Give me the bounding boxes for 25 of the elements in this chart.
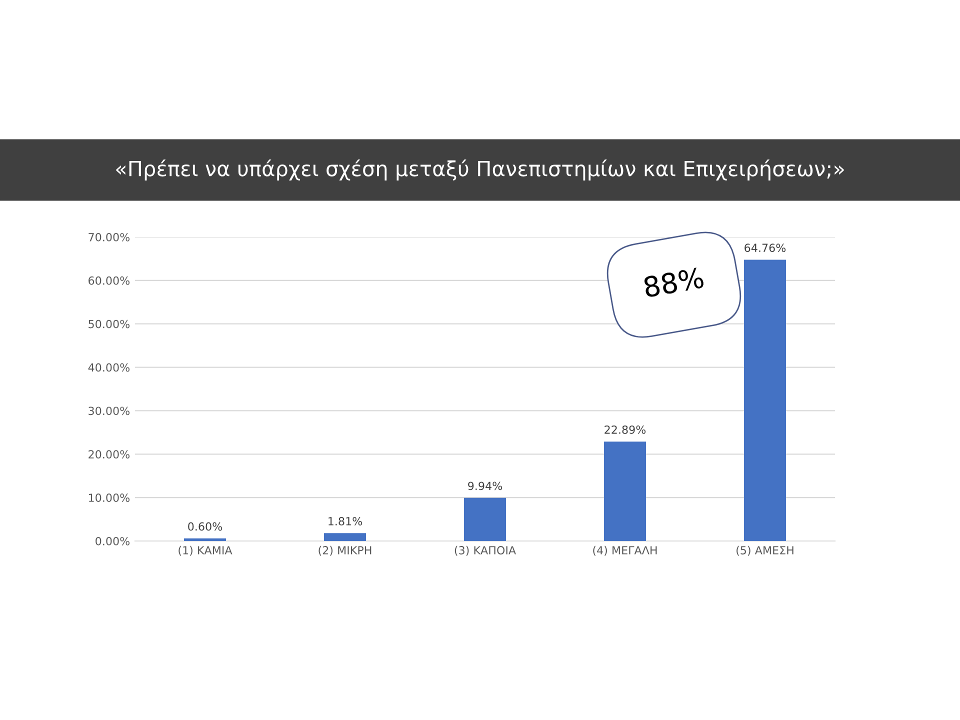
x-tick-label: (2) ΜΙΚΡΗ: [318, 546, 372, 556]
y-tick-label: 50.00%: [88, 320, 130, 328]
x-tick-label: (3) ΚΑΠΟΙΑ: [454, 546, 516, 556]
chart-title: «Πρέπει να υπάρχει σχέση μεταξύ Πανεπιστημίων και Επιχειρήσεων;»: [116, 159, 844, 181]
y-tick-label: 30.00%: [88, 406, 130, 416]
y-tick-label: 70.00%: [88, 232, 130, 242]
y-tick-label: 20.00%: [88, 450, 130, 459]
bar: [744, 260, 786, 541]
data-label: 22.89%: [604, 425, 646, 434]
y-tick-label: 0.00%: [96, 536, 130, 546]
annotation: 88%: [643, 266, 704, 298]
data-label: 0.60%: [188, 522, 222, 531]
bar: [324, 533, 366, 541]
data-label: 9.94%: [468, 482, 502, 490]
data-label: 1.81%: [328, 517, 362, 526]
y-tick-label: 40.00%: [88, 363, 130, 372]
y-tick-label: 10.00%: [88, 494, 130, 502]
bar: [464, 498, 506, 541]
x-tick-label: (4) ΜΕΓΑΛΗ: [593, 546, 657, 556]
x-tick-label: (1) ΚΑΜΙΑ: [178, 546, 232, 556]
y-tick-label: 60.00%: [88, 276, 130, 285]
x-tick-label: (5) ΑΜΕΣΗ: [736, 546, 794, 556]
bar: [604, 442, 646, 541]
bar: [184, 538, 226, 541]
data-label: 64.76%: [744, 244, 786, 252]
